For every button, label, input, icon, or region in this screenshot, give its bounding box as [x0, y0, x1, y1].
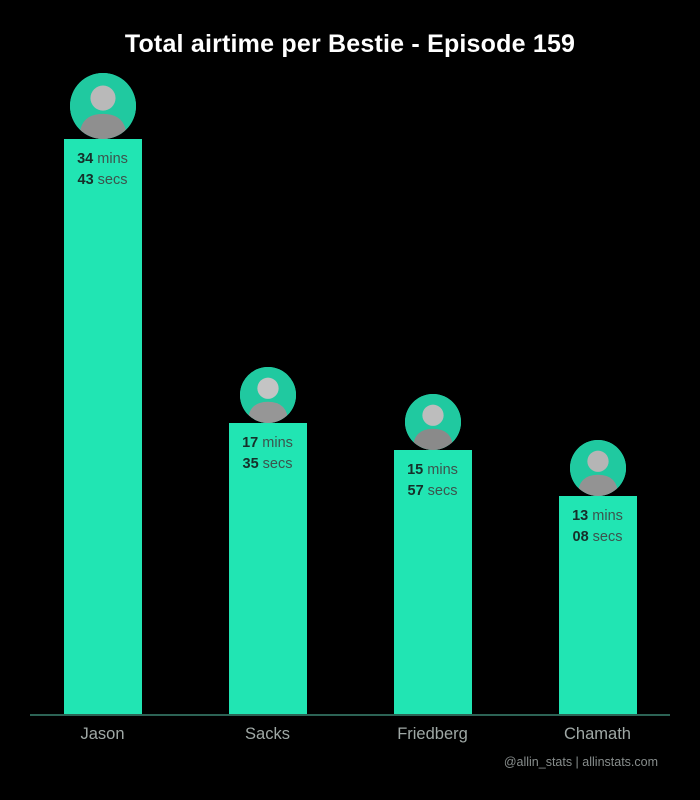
person-photo-icon	[239, 367, 296, 423]
footer-credit: @allin_stats | allinstats.com	[503, 755, 658, 769]
bar-value-jason: 34 mins 43 secs	[64, 149, 142, 191]
unit-mins: mins	[262, 435, 293, 451]
unit-secs: secs	[97, 172, 128, 189]
bar-value-friedberg: 15 mins 57 secs	[394, 460, 472, 502]
bar-jason: 34 mins 43 secs	[63, 139, 142, 714]
unit-secs: secs	[262, 456, 293, 473]
value-secs: 08	[572, 529, 589, 546]
value-secs: 43	[77, 172, 94, 189]
bar-value-chamath: 13 mins 08 secs	[559, 506, 637, 548]
person-photo-icon	[569, 440, 626, 496]
category-label-jason: Jason	[80, 725, 125, 743]
unit-secs: secs	[592, 529, 623, 546]
unit-mins: mins	[592, 508, 623, 524]
bar-column-chamath: 13 mins 08 secs	[515, 440, 680, 714]
category-label-chamath: Chamath	[564, 725, 631, 743]
value-secs: 57	[407, 483, 424, 500]
bar-column-friedberg: 15 mins 57 secs	[350, 394, 515, 714]
person-photo-icon	[404, 394, 461, 450]
value-mins: 17	[242, 435, 259, 451]
avatar-jason	[69, 73, 136, 139]
person-photo-icon	[69, 73, 136, 139]
unit-secs: secs	[427, 483, 458, 500]
bar-column-sacks: 17 mins 35 secs	[185, 367, 350, 714]
value-mins: 13	[572, 508, 589, 524]
bar-sacks: 17 mins 35 secs	[228, 423, 307, 714]
category-labels: Jason Sacks Friedberg Chamath	[0, 725, 700, 744]
bar-column-jason: 34 mins 43 secs	[20, 73, 185, 714]
bar-value-sacks: 17 mins 35 secs	[229, 433, 307, 475]
bar-chart: 34 mins 43 secs 17 mins 35 sec	[0, 73, 700, 744]
category-label-sacks: Sacks	[245, 725, 290, 743]
avatar-sacks	[239, 367, 296, 423]
unit-mins: mins	[97, 151, 128, 167]
unit-mins: mins	[427, 462, 458, 478]
bar-columns: 34 mins 43 secs 17 mins 35 sec	[0, 73, 700, 714]
chart-title: Total airtime per Bestie - Episode 159	[124, 30, 576, 58]
avatar-chamath	[569, 440, 626, 496]
avatar-friedberg	[404, 394, 461, 450]
bar-friedberg: 15 mins 57 secs	[393, 450, 472, 714]
value-mins: 34	[77, 151, 94, 167]
value-mins: 15	[407, 462, 424, 478]
bar-chamath: 13 mins 08 secs	[558, 496, 637, 714]
x-axis-line	[30, 714, 670, 716]
value-secs: 35	[242, 456, 259, 473]
category-label-friedberg: Friedberg	[397, 725, 468, 743]
